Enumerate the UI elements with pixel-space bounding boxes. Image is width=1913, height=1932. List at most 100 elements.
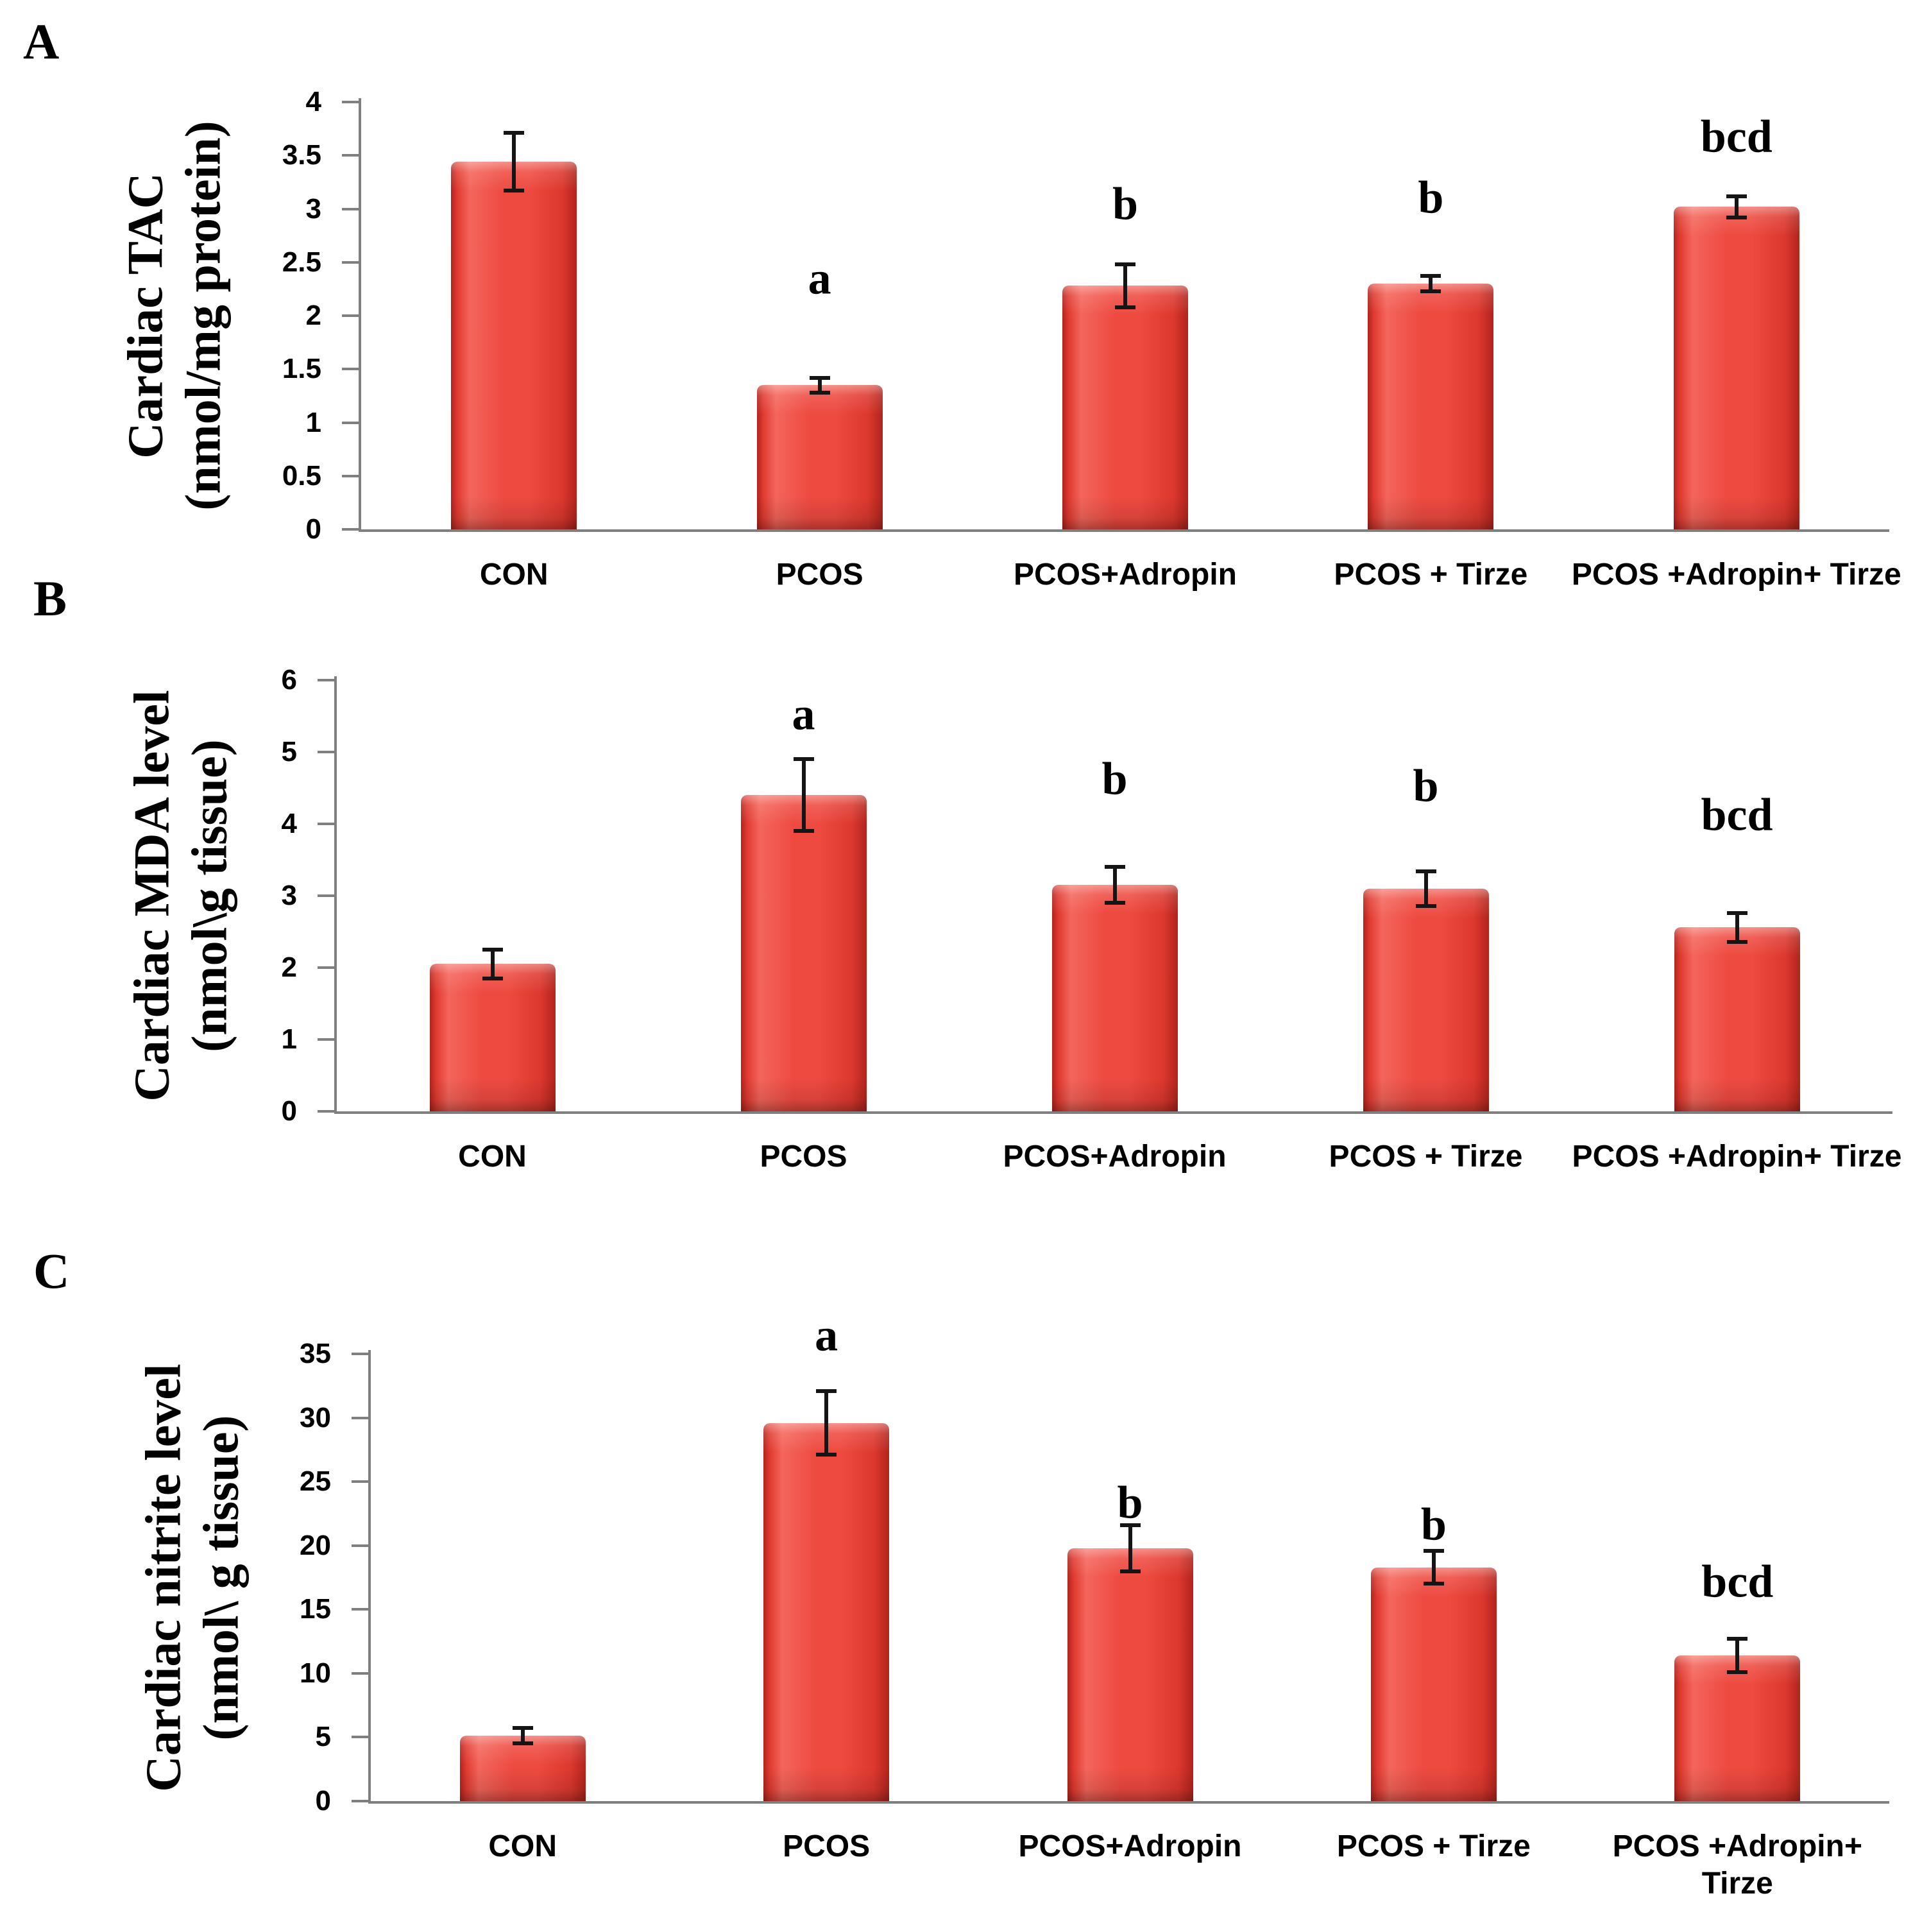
error-bar-cap-top — [1423, 1548, 1444, 1553]
y-tick-mark — [352, 1480, 368, 1483]
error-bar-cap-bottom — [504, 189, 525, 193]
y-tick-mark — [318, 823, 334, 825]
error-bar-line — [1112, 867, 1117, 903]
bar-pcos — [756, 385, 883, 529]
bar-pcos-tirze — [1363, 888, 1489, 1111]
error-bar-cap-top — [809, 375, 830, 380]
y-tick-mark — [342, 314, 359, 317]
y-tick-label: 2.5 — [282, 246, 321, 278]
y-tick-mark — [342, 528, 359, 531]
y-tick-mark — [352, 1800, 368, 1802]
y-tick-mark — [342, 207, 359, 210]
y-tick-label: 5 — [281, 736, 297, 767]
error-bar-cap-bottom — [1727, 1670, 1748, 1674]
y-tick-mark — [352, 1353, 368, 1355]
error-bar-cap-top — [1726, 194, 1747, 198]
y-tick-mark — [352, 1736, 368, 1739]
y-tick-mark — [318, 679, 334, 681]
error-bar-cap-bottom — [512, 1741, 533, 1746]
y-tick-mark — [318, 966, 334, 969]
error-bar-cap-bottom — [1104, 901, 1125, 905]
y-tick-label: 3.5 — [282, 139, 321, 171]
y-tick-mark — [352, 1671, 368, 1675]
panel-letter: B — [33, 570, 67, 626]
significance-letter: bcd — [1701, 789, 1773, 841]
category-label: PCOS + Tirze — [1334, 558, 1528, 592]
y-tick-mark — [352, 1608, 368, 1611]
bar-pcos-adropin — [1067, 1548, 1193, 1801]
significance-letter: b — [1112, 177, 1139, 229]
category-label: PCOS +Adropin+ Tirze — [1612, 1829, 1862, 1901]
error-bar-line — [520, 1728, 525, 1744]
y-tick-label: 5 — [315, 1721, 331, 1753]
category-label: PCOS — [760, 1140, 847, 1174]
y-tick-label: 6 — [281, 664, 297, 696]
y-tick-mark — [342, 101, 359, 103]
error-bar-line — [1429, 276, 1433, 291]
significance-letter: bcd — [1701, 1555, 1774, 1607]
error-bar-line — [1735, 1639, 1740, 1672]
bar-pcos-adropin-tirze — [1674, 1655, 1801, 1801]
error-bar-cap-bottom — [1726, 215, 1747, 219]
error-bar-cap-top — [793, 757, 814, 762]
error-bar-line — [817, 377, 822, 393]
bar-pcos-adropin-tirze — [1673, 207, 1799, 529]
error-bar-cap-top — [504, 131, 525, 135]
bar-pcos-adropin — [1051, 885, 1178, 1111]
significance-letter: b — [1101, 753, 1128, 805]
x-axis-line — [334, 1111, 1892, 1114]
y-tick-label: 0 — [305, 513, 321, 545]
error-bar-line — [1128, 1525, 1132, 1571]
error-bar-line — [801, 759, 806, 832]
significance-letter: a — [808, 252, 831, 304]
y-tick-label: 0.5 — [282, 459, 321, 492]
category-label: PCOS + Tirze — [1336, 1829, 1531, 1863]
category-label: PCOS +Adropin+ Tirze — [1572, 1140, 1902, 1174]
y-tick-label: 15 — [300, 1593, 331, 1625]
y-tick-mark — [342, 474, 359, 477]
y-tick-mark — [342, 154, 359, 157]
significance-letter: b — [1413, 760, 1439, 812]
y-tick-label: 10 — [300, 1657, 331, 1689]
y-axis-line — [334, 676, 337, 1114]
category-label: PCOS+Adropin — [1013, 558, 1237, 592]
error-bar-cap-top — [1726, 910, 1747, 915]
error-bar-cap-top — [1119, 1523, 1141, 1527]
error-bar-cap-bottom — [1726, 939, 1747, 944]
error-bar-line — [1424, 871, 1428, 906]
error-bar-cap-bottom — [482, 976, 503, 980]
y-tick-mark — [318, 751, 334, 753]
error-bar-line — [1431, 1550, 1436, 1584]
y-tick-label: 0 — [281, 1095, 297, 1127]
y-tick-mark — [352, 1544, 368, 1547]
error-bar-cap-top — [816, 1389, 837, 1393]
error-bar-cap-top — [512, 1726, 533, 1731]
error-bar-cap-top — [482, 948, 503, 952]
y-tick-mark — [342, 368, 359, 371]
y-tick-mark — [342, 261, 359, 264]
y-tick-label: 2 — [281, 952, 297, 983]
significance-letter: b — [1420, 1498, 1447, 1550]
error-bar-cap-bottom — [1119, 1569, 1141, 1573]
category-label: CON — [458, 1140, 527, 1174]
bar-con — [459, 1736, 586, 1801]
category-label: PCOS +Adropin+ Tirze — [1571, 558, 1901, 592]
y-tick-mark — [318, 1038, 334, 1041]
bar-pcos — [763, 1423, 890, 1801]
y-tick-label: 4 — [281, 808, 297, 839]
y-tick-mark — [318, 1110, 334, 1113]
error-bar-line — [824, 1390, 829, 1455]
y-tick-label: 20 — [300, 1529, 331, 1561]
error-bar-cap-bottom — [1415, 903, 1436, 908]
error-bar-cap-bottom — [1423, 1582, 1444, 1586]
y-tick-mark — [342, 421, 359, 424]
y-tick-mark — [352, 1416, 368, 1419]
category-label: PCOS — [776, 558, 863, 592]
significance-letter: a — [792, 688, 815, 740]
y-tick-label: 3 — [281, 880, 297, 911]
category-label: PCOS — [783, 1829, 871, 1863]
y-tick-label: 25 — [300, 1466, 331, 1498]
